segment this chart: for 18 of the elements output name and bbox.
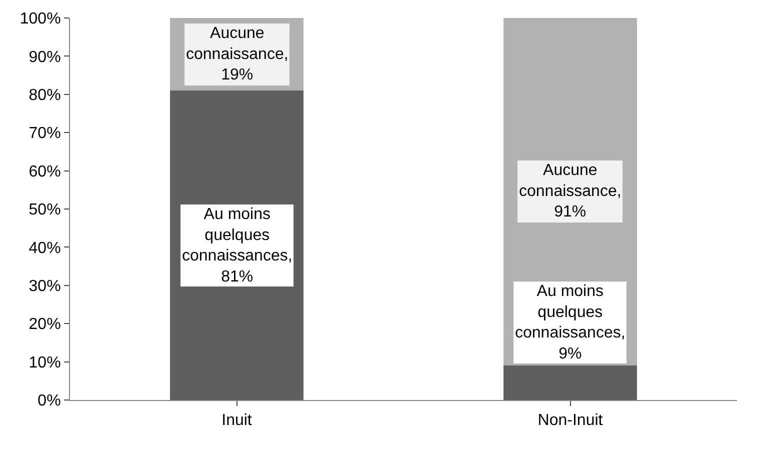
y-tick-label: 80% <box>28 87 61 104</box>
y-tick-label: 10% <box>28 354 61 372</box>
bar <box>504 366 637 400</box>
y-tick-label: 40% <box>28 240 61 257</box>
x-tick-label: Inuit <box>222 412 252 430</box>
data-label: Au moins quelques connaissances, 81% <box>182 206 292 286</box>
y-tick-label: 90% <box>28 48 61 66</box>
y-tick-label: 0% <box>38 392 61 410</box>
y-tick-label: 30% <box>28 278 61 295</box>
y-tick-label: 100% <box>20 10 61 28</box>
x-tick-label: Non-Inuit <box>538 412 604 430</box>
y-tick-label: 60% <box>28 163 61 180</box>
y-tick-label: 20% <box>28 316 61 334</box>
y-tick-label: 70% <box>28 125 61 142</box>
data-label: Aucune connaissance, 19% <box>186 25 288 84</box>
data-label: Aucune connaissance, 91% <box>519 162 622 221</box>
data-label: Au moins quelques connaissances, 9% <box>515 283 626 362</box>
y-tick-label: 50% <box>28 202 61 219</box>
